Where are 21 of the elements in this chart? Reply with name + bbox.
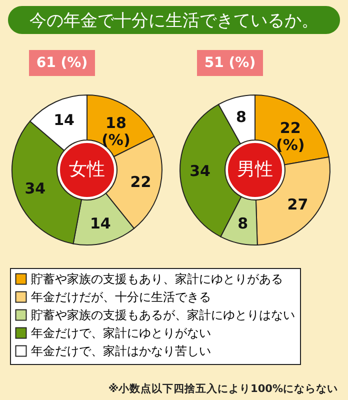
data-label: 34: [24, 179, 46, 198]
slice-label: 女性: [69, 159, 105, 180]
legend-label: 貯蓄や家族の支援もあり、家計にゆとりがある: [31, 272, 283, 286]
data-label: 14: [90, 214, 111, 232]
legend-label: 貯蓄や家族の支援もあるが、家計にゆとりはない: [31, 308, 295, 322]
data-label: 8: [238, 214, 248, 233]
slice-label: 男性: [237, 159, 273, 180]
data-label: 8: [236, 108, 246, 126]
text: ※小数点以下四捨五入により100%にならない: [108, 382, 338, 395]
legend-label: 年金だけだが、十分に生活できる: [31, 290, 211, 304]
data-label: 34: [190, 162, 210, 180]
data-label: 22 (%): [276, 118, 305, 154]
legend-label: 年金だけで、家計はかなり苦しい: [31, 344, 211, 358]
legend-label: 年金だけで、家計にゆとりがない: [31, 326, 211, 340]
data-label: 22: [130, 172, 152, 191]
data-label: 27: [287, 196, 308, 214]
chart-title: 今の年金で十分に生活できているか。: [30, 11, 318, 31]
text: 61 (%): [36, 55, 88, 71]
data-label: 18 (%): [102, 114, 130, 150]
text: 51 (%): [204, 55, 256, 71]
data-label: 14: [54, 111, 74, 130]
